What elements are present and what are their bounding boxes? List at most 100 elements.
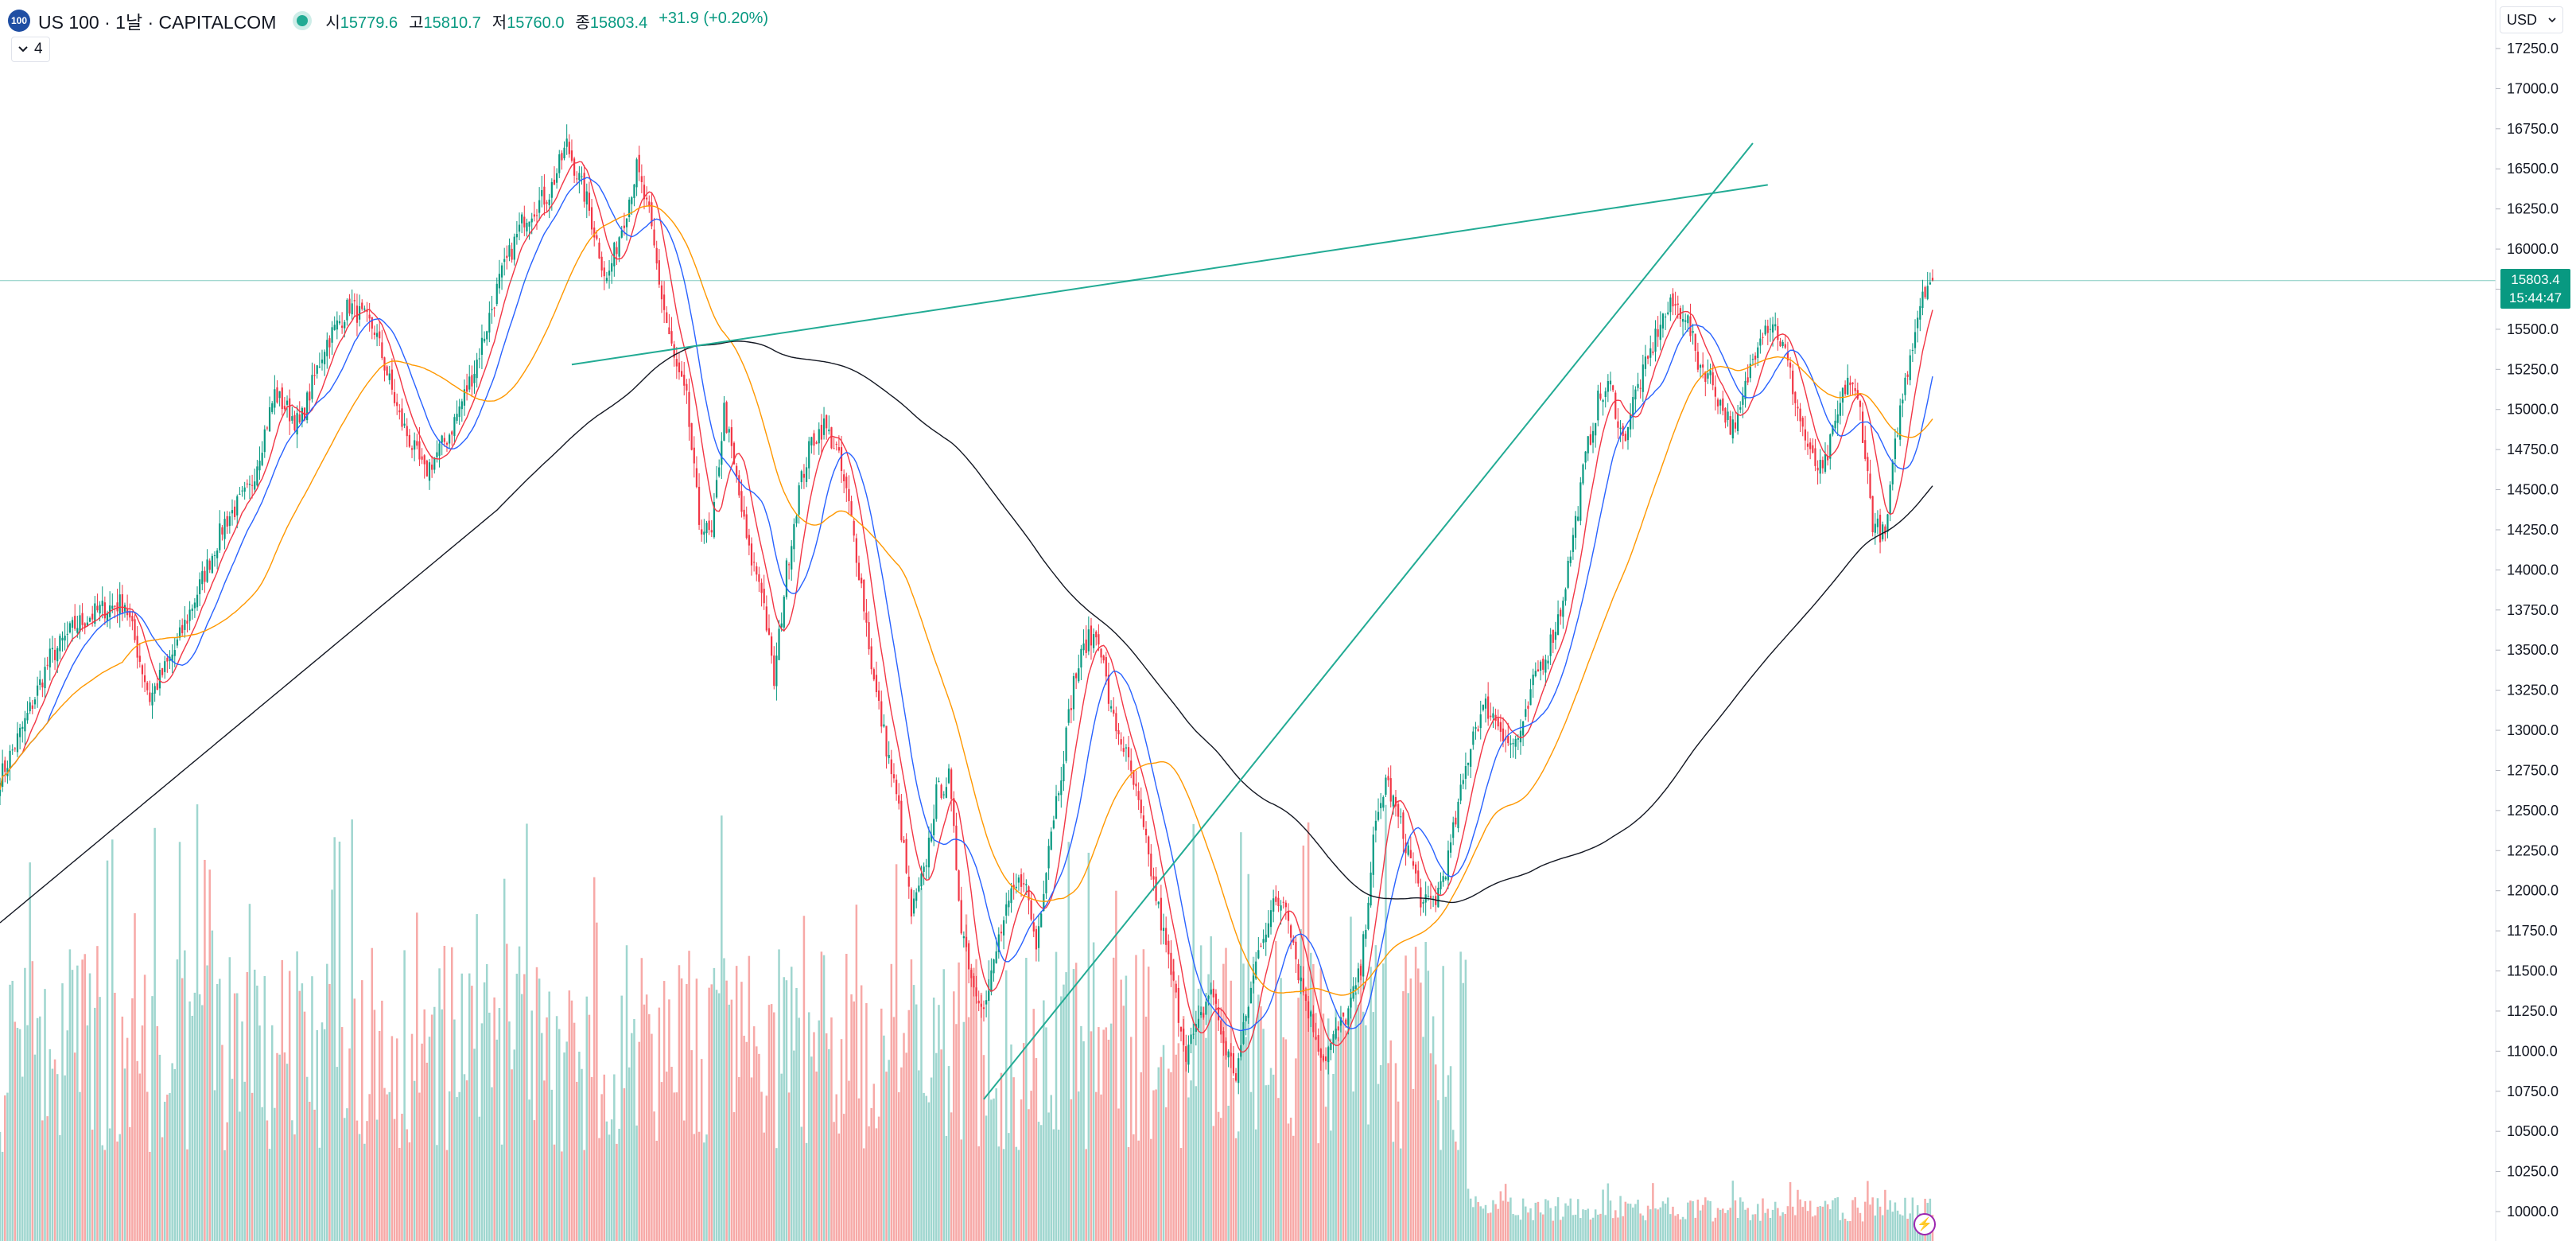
volume-bar <box>106 860 109 1241</box>
volume-bar <box>460 973 464 1241</box>
candle-body <box>1771 324 1774 333</box>
candle-body <box>855 538 857 563</box>
candle-body <box>1924 286 1926 298</box>
candle-body <box>1063 764 1065 782</box>
volume-bar <box>151 996 153 1241</box>
candle-body <box>9 750 11 769</box>
volume-bar <box>660 1082 663 1241</box>
volume-bar <box>967 1017 970 1241</box>
candle-body <box>865 613 868 623</box>
candle-body <box>1072 675 1075 710</box>
candle-body <box>518 224 521 232</box>
volume-bar <box>682 1120 686 1241</box>
candle-body <box>91 613 94 620</box>
volume-bar <box>855 904 858 1241</box>
volume-bar <box>281 959 284 1241</box>
candle-body <box>1906 374 1909 377</box>
candle-body <box>556 173 558 183</box>
indicators-toggle[interactable]: 4 <box>11 37 50 62</box>
candle-body <box>1525 709 1527 717</box>
candle-body <box>703 531 705 535</box>
candle-body <box>915 892 918 901</box>
volume-bar <box>1894 1202 1897 1241</box>
volume-bar <box>1659 1207 1662 1241</box>
candle-body <box>318 366 321 368</box>
candle-body <box>982 1007 985 1010</box>
volume-bar <box>381 1000 383 1241</box>
candle-body <box>96 605 99 611</box>
candle-body <box>767 628 771 635</box>
candle-body <box>59 636 61 652</box>
volume-bar <box>1679 1219 1682 1241</box>
volume-bar <box>1579 1218 1582 1241</box>
volume-bar <box>635 1125 638 1241</box>
candle-body <box>1714 387 1716 397</box>
volume-bar <box>1265 1085 1267 1241</box>
volume-bar <box>410 1033 414 1241</box>
trendlines-layer[interactable] <box>571 142 1768 1100</box>
candle-body <box>29 702 31 712</box>
candle-body <box>196 594 199 608</box>
volume-bar <box>732 1112 736 1241</box>
market-status-dot[interactable] <box>297 15 309 26</box>
volume-bar <box>251 1092 254 1241</box>
volume-bar <box>1055 951 1058 1241</box>
candle-body <box>745 514 748 539</box>
candle-body <box>828 429 830 432</box>
candle-body <box>274 389 276 408</box>
volume-bar <box>1821 1206 1824 1241</box>
volume-bar <box>752 1026 756 1241</box>
candle-body <box>1008 901 1010 908</box>
candle-body <box>1045 873 1047 894</box>
volume-bar <box>9 984 11 1241</box>
volume-bar <box>1442 966 1444 1241</box>
candle-body <box>84 623 86 628</box>
candle-body <box>428 462 431 481</box>
volume-bar <box>1756 1204 1759 1241</box>
currency-selector[interactable]: USD <box>2500 6 2563 33</box>
volume-bar <box>1646 1205 1649 1241</box>
volume-bar <box>1707 1200 1709 1241</box>
volume-bar <box>1377 1083 1380 1241</box>
volume-bar <box>1844 1219 1847 1241</box>
volume-bar <box>1008 1133 1010 1241</box>
volume-bar <box>710 984 713 1241</box>
candle-body <box>1152 876 1155 880</box>
candle-body <box>1624 434 1626 442</box>
volume-bar <box>686 984 688 1241</box>
candle-body <box>298 414 301 423</box>
chevron-down-icon <box>2548 17 2556 22</box>
candle-body <box>945 787 947 798</box>
volume-bar <box>1519 1220 1522 1241</box>
volume-bar <box>236 993 239 1241</box>
lightning-icon[interactable]: ⚡ <box>1914 1213 1936 1235</box>
volume-bar <box>1742 1201 1744 1241</box>
candle-body <box>1764 325 1766 335</box>
volume-bar <box>1065 972 1067 1241</box>
price-axis[interactable]: 17250.017000.016750.016500.016250.016000… <box>2496 41 2559 1220</box>
volume-bar <box>1867 1181 1869 1241</box>
volume-bar <box>1824 1200 1827 1241</box>
candle-body <box>1043 893 1045 912</box>
candle-body <box>1100 648 1102 658</box>
volume-bar <box>1063 984 1065 1241</box>
candle-body <box>116 602 119 612</box>
candle-body <box>236 496 239 515</box>
moving-average-line <box>0 177 1933 1032</box>
volume-bar <box>543 1080 546 1241</box>
candle-body <box>1482 704 1484 710</box>
symbol-title[interactable]: US 100 · 1날 · CAPITALCOM <box>38 12 277 33</box>
volume-bar <box>800 1126 803 1241</box>
volume-bar <box>1549 1208 1552 1241</box>
candle-body <box>1020 874 1023 887</box>
candle-body <box>658 260 660 285</box>
candle-body <box>1429 896 1432 898</box>
candle-body <box>1572 535 1575 552</box>
candle-body <box>1290 925 1292 938</box>
candle-body <box>541 189 543 196</box>
volume-bar <box>286 1064 289 1241</box>
candle-body <box>1479 714 1482 729</box>
volume-bar <box>1322 1013 1325 1241</box>
candle-body <box>1362 934 1365 977</box>
